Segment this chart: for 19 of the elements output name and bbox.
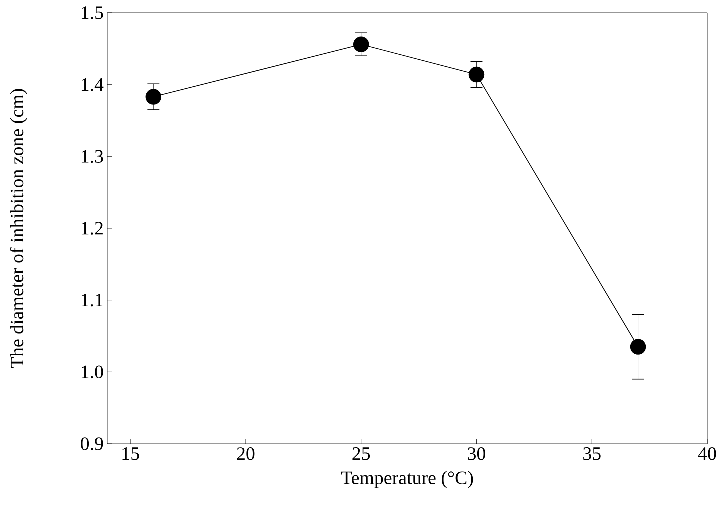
y-tick-label: 1.5 <box>82 6 104 20</box>
y-tick-label: 1.0 <box>82 366 104 379</box>
y-axis-title: The diameter of inhibition zone (cm) <box>10 89 28 368</box>
y-tick-label: 1.4 <box>82 78 104 92</box>
y-tick-label: 1.1 <box>82 294 103 307</box>
y-tick-label: 1.2 <box>82 222 103 235</box>
x-tick-label: 15 <box>122 448 140 460</box>
y-tick-label: 1.3 <box>82 150 104 164</box>
x-tick-label: 30 <box>468 448 486 460</box>
x-tick-label: 40 <box>698 448 716 460</box>
point <box>146 89 162 105</box>
point <box>468 66 485 83</box>
x-tick-label: 20 <box>237 448 255 460</box>
y-tick-label: 0.9 <box>81 438 104 450</box>
x-tick-label: 35 <box>584 448 601 460</box>
x-tick-label: 25 <box>352 448 370 460</box>
point <box>630 339 646 355</box>
x-axis-title: Temperature (°C) <box>341 471 474 488</box>
point <box>353 36 370 52</box>
